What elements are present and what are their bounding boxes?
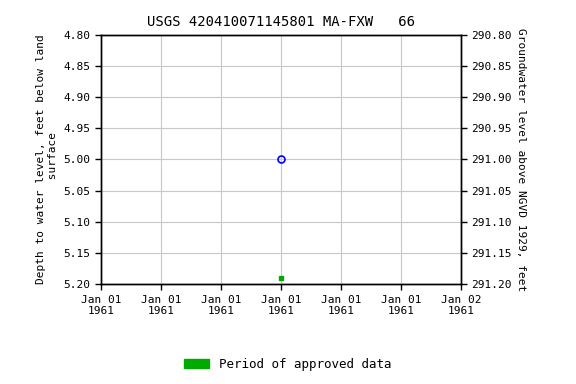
Y-axis label: Depth to water level, feet below land
 surface: Depth to water level, feet below land su… (36, 35, 58, 284)
Legend: Period of approved data: Period of approved data (179, 353, 397, 376)
Y-axis label: Groundwater level above NGVD 1929, feet: Groundwater level above NGVD 1929, feet (516, 28, 526, 291)
Title: USGS 420410071145801 MA-FXW   66: USGS 420410071145801 MA-FXW 66 (147, 15, 415, 29)
